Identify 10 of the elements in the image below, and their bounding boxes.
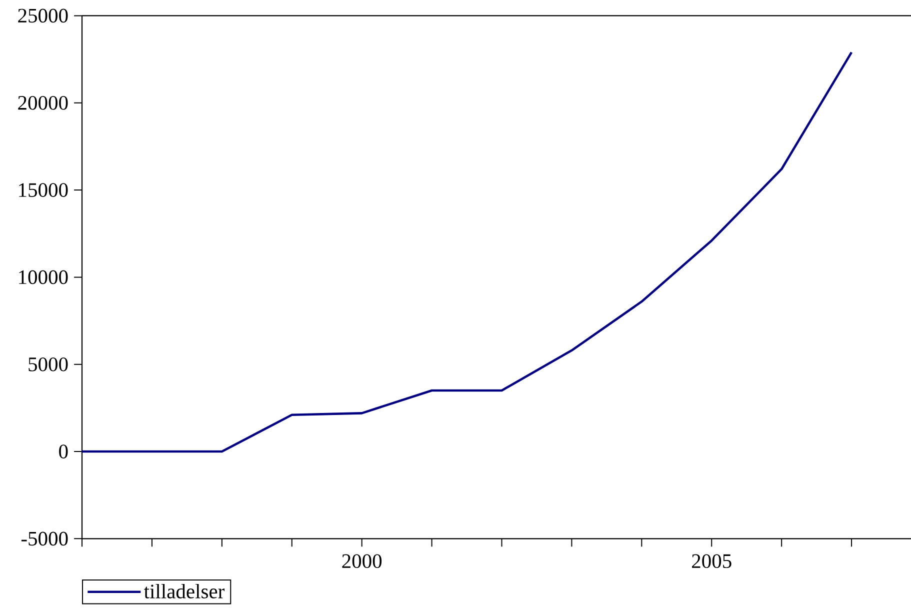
- x-tick-label: 2000: [342, 554, 382, 568]
- y-tick-label: -5000: [21, 532, 68, 546]
- y-tick-label: 10000: [19, 270, 68, 284]
- y-tick-label: 5000: [28, 357, 68, 372]
- x-tick-label: 2005: [692, 554, 732, 568]
- y-tick-label: 25000: [18, 8, 68, 23]
- y-tick-label: 15000: [19, 183, 68, 197]
- y-tick-label: 0: [59, 444, 68, 458]
- legend-label: tilladelser: [144, 584, 224, 598]
- y-tick-label: 20000: [18, 96, 68, 110]
